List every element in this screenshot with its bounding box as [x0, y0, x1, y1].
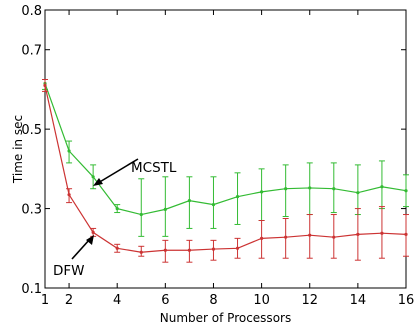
mcstl-point: [115, 206, 119, 211]
mcstl-annotation-label: MCSTL: [131, 160, 177, 176]
mcstl-point: [380, 185, 384, 189]
x-axis-title: Number of Processors: [160, 311, 291, 325]
dfw-point: [187, 248, 191, 252]
dfw-point: [332, 235, 336, 239]
mcstl-point: [260, 190, 264, 194]
mcstl-point: [91, 175, 95, 179]
mcstl-point: [67, 149, 71, 153]
ticks-layer: 1 2 4 6 8 10 12 14 160.10.30.50.70.8: [21, 4, 414, 308]
dfw-point: [380, 231, 384, 235]
series-layer: [42, 79, 409, 263]
mcstl-point: [163, 207, 167, 211]
mcstl-point: [404, 189, 408, 193]
dfw-point: [356, 232, 360, 236]
dfw-series: [42, 79, 409, 263]
dfw-point: [115, 246, 119, 250]
x-tick-label: 1: [41, 293, 49, 308]
x-tick-label: 2: [65, 293, 73, 308]
mcstl-point: [211, 203, 216, 207]
y-tick-label: 0.5: [21, 123, 42, 138]
mcstl-annotation: MCSTL: [93, 158, 177, 186]
dfw-point: [43, 83, 47, 88]
dfw-annotation-arrowhead: [86, 235, 94, 245]
plot-area: [44, 9, 407, 289]
mcstl-error-bar: [210, 176, 217, 229]
dfw-annotation-label: DFW: [53, 263, 85, 279]
x-tick-label: 12: [301, 293, 318, 308]
dfw-point: [67, 193, 71, 197]
y-axis-title: Time in sec: [11, 115, 25, 184]
dfw-annotation-arrow: [71, 238, 91, 260]
x-tick-label: 14: [350, 293, 367, 308]
mcstl-error-bar: [234, 172, 241, 225]
mcstl-series: [42, 79, 409, 237]
mcstl-error-bar: [162, 176, 169, 237]
x-tick-label: 8: [209, 293, 217, 308]
dfw-line: [44, 85, 407, 253]
dfw-point: [139, 250, 143, 254]
mcstl-point: [187, 199, 191, 203]
mcstl-error-bar: [138, 178, 145, 237]
mcstl-point: [356, 191, 360, 195]
dfw-point: [235, 246, 240, 250]
mcstl-annotation-arrowhead: [93, 178, 103, 186]
y-tick-label: 0.3: [21, 203, 42, 218]
mcstl-line: [44, 83, 407, 216]
x-tick-label: 16: [398, 293, 415, 308]
mcstl-annotation-arrow: [97, 158, 139, 184]
y-tick-label: 0.7: [21, 44, 42, 59]
dfw-point: [211, 247, 216, 251]
mcstl-point: [139, 212, 143, 217]
x-tick-label: 10: [253, 293, 270, 308]
x-tick-label: 6: [161, 293, 169, 308]
mcstl-point: [308, 186, 312, 190]
dfw-point: [260, 236, 264, 240]
dfw-point: [404, 232, 408, 236]
y-tick-label: 0.8: [21, 4, 42, 19]
dfw-point: [284, 235, 288, 239]
dfw-point: [308, 233, 312, 237]
mcstl-point: [235, 195, 240, 199]
mcstl-point: [332, 187, 336, 191]
dfw-point: [91, 230, 95, 234]
dfw-point: [163, 248, 167, 252]
x-tick-label: 4: [113, 293, 121, 308]
mcstl-error-bar: [282, 164, 289, 218]
mcstl-error-bar: [186, 176, 193, 229]
dfw-annotation: DFW: [53, 235, 94, 279]
mcstl-point: [284, 187, 288, 191]
y-tick-label: 0.1: [21, 282, 42, 297]
